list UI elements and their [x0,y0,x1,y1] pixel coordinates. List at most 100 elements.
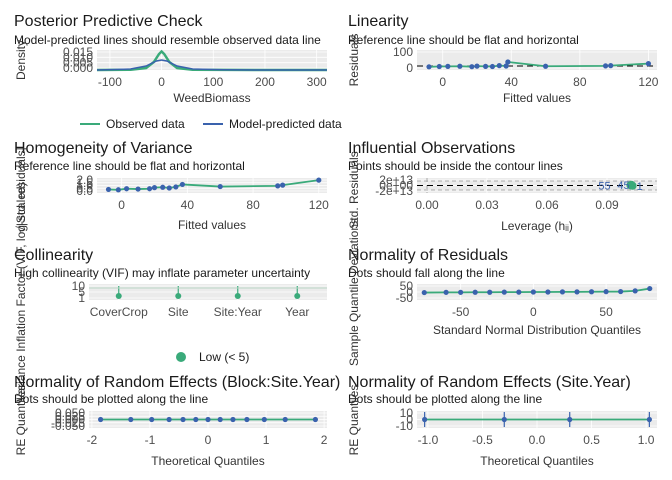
x-tick-label: 80 [246,198,260,212]
y-tick-label: 5 [78,285,85,299]
x-tick-label: 0.03 [475,198,499,212]
panel-subtitle: Reference line should be flat and horizo… [14,159,245,173]
data-point [505,59,511,65]
x-tick-label: -0.5 [472,433,493,447]
data-point [180,416,186,423]
y-tick-label: 0.000 [63,61,93,75]
y-tick-label: -0.025 [51,416,85,430]
data-point [146,186,153,192]
data-point [128,416,134,423]
point-label: 45 [617,180,629,192]
data-point [559,289,566,295]
x-axis-label: Standard Normal Distribution Quantiles [433,323,641,337]
x-axis-label: Theoretical Quantiles [151,454,264,468]
vif-point [294,293,301,299]
y-tick-label: 0.010 [63,50,93,64]
data-point [105,186,112,193]
x-tick-label: 120 [638,75,658,89]
x-tick-label: 100 [203,75,223,89]
y-tick-label: -0.050 [51,419,85,433]
data-point [275,183,281,189]
y-axis-label: Std. Residuals [347,151,361,228]
y-tick-label: -10 [396,419,414,433]
x-tick-label: 0.00 [415,198,439,212]
data-point [474,63,480,69]
data-point [123,186,130,192]
panel-8: Normality of Random Effects (Site.Year)D… [347,374,657,468]
data-point [501,416,507,423]
y-tick-label: 0.5 [76,181,93,195]
data-point [443,289,449,295]
y-tick-label: 2e+13 [379,173,413,187]
data-point [469,64,475,70]
data-point [645,61,652,67]
data-point [503,63,509,69]
y-tick-label: 1.0 [76,179,93,193]
data-point [588,289,595,295]
panel-subtitle: Dots should be plotted along the line [348,392,542,406]
x-tick-label: 0.09 [595,198,619,212]
x-tick-label: 200 [255,75,275,89]
data-point [282,416,288,423]
data-point [149,416,155,423]
data-point [421,289,427,296]
data-point [647,285,653,292]
data-point [316,177,322,183]
data-point [602,63,609,69]
data-point [426,64,432,70]
x-tick-label: 0.06 [535,198,559,212]
data-point [457,63,463,69]
data-point [567,416,573,423]
y-tick-label: 100 [393,45,413,59]
x-tick-label: 0 [205,433,212,447]
y-axis-label: Density [14,40,28,80]
x-tick-label: 0 [118,198,125,212]
x-tick-label: 1.0 [638,433,655,447]
x-tick-label: 0 [158,75,165,89]
y-tick-label: -2e+13 [375,184,413,198]
legend-key-low [176,352,186,362]
point-label: 1 [637,181,643,193]
data-point [603,289,609,295]
legend-label-low: Low (< 5) [199,350,249,364]
y-axis-label: Sample Quantile Deviations [347,218,361,366]
x-tick-label: -100 [98,75,122,89]
panel-subtitle: Dots should be plotted along the line [14,392,208,406]
panel-7: Normality of Random Effects (Block:Site.… [14,374,340,468]
y-tick-label: 0.005 [63,56,93,70]
y-tick-label: 0 [406,413,413,427]
x-axis-label: Leverage (hᵢᵢ) [501,219,573,233]
y-tick-label: 0.050 [55,406,85,420]
point-label: 55 [598,180,610,192]
y-tick-label: 0.015 [63,45,93,59]
panel-title: Collinearity [14,247,93,264]
data-point [151,185,158,191]
panel-title: Homogeneity of Variance [14,140,193,157]
data-point [458,289,464,295]
x-tick-label: -1 [145,433,156,447]
data-point [261,416,267,423]
panel-title: Influential Observations [348,140,515,157]
x-tick-label: Year [285,305,309,319]
x-tick-label: 40 [505,75,519,89]
x-tick-label: 300 [307,75,327,89]
y-axis-label: RE Quantiles [14,385,28,456]
panel-title: Normality of Random Effects (Site.Year) [348,374,631,391]
x-tick-label: 1 [263,433,270,447]
data-point [135,186,141,192]
y-tick-label: 0.0 [76,184,93,198]
panel-title: Posterior Predictive Check [14,13,204,30]
x-tick-label: 0 [439,75,446,89]
legend: Observed data Model-predicted data [80,117,342,131]
x-tick-label: 0 [530,305,537,319]
panel-title: Linearity [348,13,408,30]
data-point [193,416,199,423]
panel-subtitle: Model-predicted lines should resemble ob… [14,33,321,47]
x-axis-label: Fitted values [178,218,246,232]
plot-panel [97,50,327,70]
data-point [217,183,223,190]
y-tick-label: 50 [400,279,414,293]
x-axis-label: Theoretical Quantiles [480,454,593,468]
data-point [280,182,286,188]
